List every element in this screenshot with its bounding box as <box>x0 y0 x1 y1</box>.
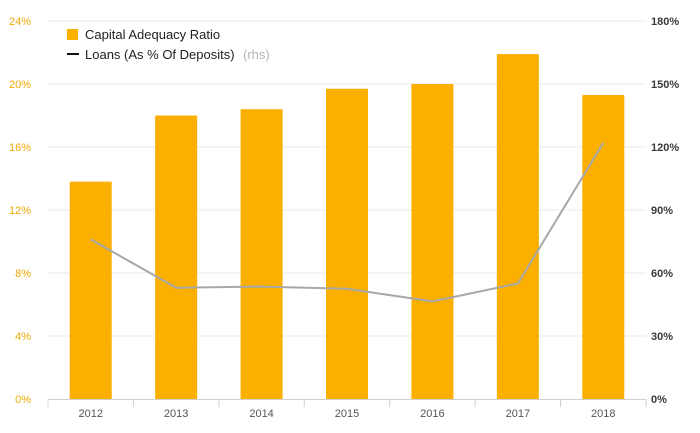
y-right-tick-label: 180% <box>651 16 679 28</box>
y-right-tick-label: 120% <box>651 142 679 154</box>
bar-2013 <box>155 115 198 399</box>
loans-line <box>90 142 605 303</box>
x-tick-label: 2013 <box>164 408 188 420</box>
bar-2016 <box>411 84 454 399</box>
y-left-tick-label: 12% <box>9 205 31 217</box>
legend: Capital Adequacy Ratio Loans (As % Of De… <box>67 27 270 63</box>
x-tick-label: 2017 <box>506 408 530 420</box>
x-tick-label: 2012 <box>78 408 102 420</box>
y-right-tick-label: 30% <box>651 331 673 343</box>
bar-series <box>69 54 625 400</box>
legend-label-loans-name: Loans (As % Of Deposits) <box>85 47 235 62</box>
y-left-tick-label: 16% <box>9 142 31 154</box>
y-right-tick-label: 90% <box>651 205 673 217</box>
x-tick-label: 2016 <box>420 408 444 420</box>
y-right-tick-label: 60% <box>651 268 673 280</box>
legend-label-loans-suffix: (rhs) <box>243 47 270 62</box>
line-series <box>90 142 605 303</box>
bar-2018 <box>582 95 625 400</box>
legend-label-loans: Loans (As % Of Deposits) (rhs) <box>85 46 270 63</box>
legend-label-capital-adequacy: Capital Adequacy Ratio <box>85 27 220 42</box>
y-left-tick-label: 4% <box>15 331 31 343</box>
x-tick-label: 2014 <box>249 408 273 420</box>
x-tick-label: 2018 <box>591 408 615 420</box>
bar-2017 <box>496 54 539 399</box>
bar-2014 <box>240 109 283 399</box>
bar-2015 <box>326 88 368 399</box>
axes: 0% 0% 4% 30% 8% 60% 12% 90% 16% 120% 20% 150% 24% 180… <box>9 16 679 420</box>
y-left-tick-label: 0% <box>15 394 31 406</box>
y-left-tick-label: 20% <box>9 79 31 91</box>
x-tick-label: 2015 <box>335 408 359 420</box>
y-right-tick-label: 0% <box>651 394 667 406</box>
y-left-tick-label: 24% <box>9 16 31 28</box>
y-left-tick-label: 8% <box>15 268 31 280</box>
bar-2012 <box>69 181 112 399</box>
legend-swatch-capital-adequacy <box>67 29 78 40</box>
y-right-tick-label: 150% <box>651 79 679 91</box>
